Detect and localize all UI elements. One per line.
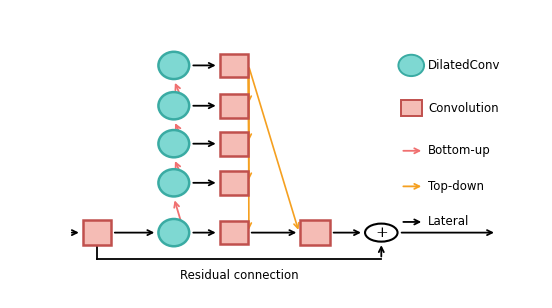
Bar bbox=[220, 94, 248, 118]
Bar bbox=[220, 54, 248, 77]
Bar bbox=[220, 171, 248, 195]
Ellipse shape bbox=[158, 130, 189, 157]
Ellipse shape bbox=[158, 92, 189, 120]
Ellipse shape bbox=[158, 52, 189, 79]
Bar bbox=[83, 220, 111, 245]
Bar bbox=[300, 220, 330, 245]
Text: Convolution: Convolution bbox=[428, 102, 499, 115]
Circle shape bbox=[365, 224, 397, 242]
Bar bbox=[220, 132, 248, 156]
Ellipse shape bbox=[158, 219, 189, 246]
Ellipse shape bbox=[399, 55, 424, 76]
Text: Residual connection: Residual connection bbox=[180, 269, 299, 282]
Ellipse shape bbox=[158, 169, 189, 197]
Text: Bottom-up: Bottom-up bbox=[428, 144, 491, 157]
Text: Top-down: Top-down bbox=[428, 180, 484, 193]
Bar bbox=[220, 221, 248, 245]
Text: +: + bbox=[375, 226, 388, 240]
Text: DilatedConv: DilatedConv bbox=[428, 59, 501, 72]
Bar bbox=[401, 100, 422, 116]
Text: Lateral: Lateral bbox=[428, 215, 470, 229]
